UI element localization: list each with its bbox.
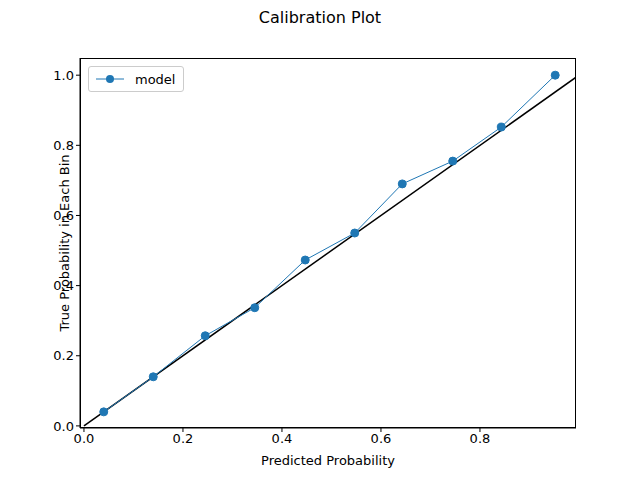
html-text:Predicted Probability: Predicted Probability [261,453,395,468]
svg-text:1.0: 1.0 [53,68,74,83]
html-text:model: model [135,71,176,87]
svg-text:0.0: 0.0 [74,431,95,446]
html-text:True Probability in Each Bin: True Probability in Each Bin [56,154,72,332]
svg-text:0.2: 0.2 [53,348,74,363]
svg-text:0.4: 0.4 [272,431,293,446]
svg-text:0.8: 0.8 [53,138,74,153]
svg-text:0.2: 0.2 [173,431,194,446]
svg-text:0.8: 0.8 [470,431,491,446]
svg-text:0.0: 0.0 [53,419,74,434]
svg-text:0.6: 0.6 [371,431,392,446]
html-text:Calibration Plot: Calibration Plot [258,8,382,27]
